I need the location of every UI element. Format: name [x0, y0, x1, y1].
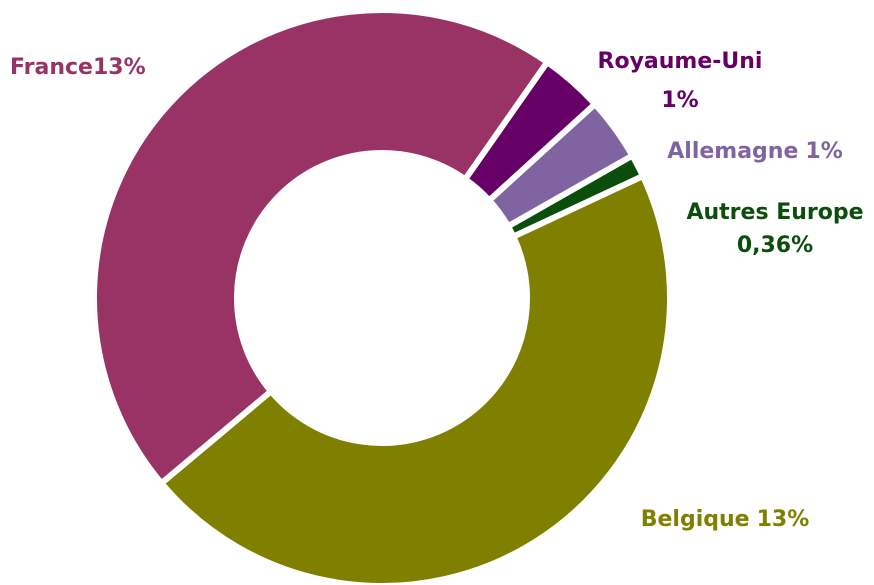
- slice-label: Royaume-Uni: [598, 49, 763, 74]
- category-name: France: [10, 55, 93, 80]
- donut-slice: [91, 7, 552, 488]
- value-label: 0,36%: [737, 233, 813, 258]
- donut-slice: [157, 172, 673, 585]
- value-label: 1%: [805, 139, 842, 164]
- slice-label: Belgique 13%: [641, 507, 810, 532]
- slice-label: Allemagne 1%: [667, 139, 843, 164]
- value-label: 13%: [757, 507, 810, 532]
- category-name: Allemagne: [667, 139, 798, 164]
- value-label: 1%: [661, 88, 698, 113]
- slice-label: Autres Europe: [686, 200, 863, 225]
- category-name: Belgique: [641, 507, 750, 532]
- slice-label: France13%: [10, 55, 146, 80]
- value-label: 13%: [93, 55, 146, 80]
